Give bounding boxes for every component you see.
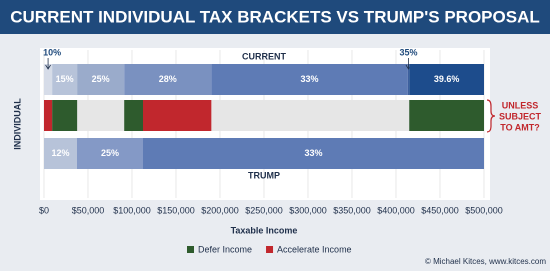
annotation-bracket bbox=[486, 99, 496, 133]
bar-segment bbox=[77, 64, 125, 95]
title-bar bbox=[0, 0, 550, 34]
x-tick-label: $400,000 bbox=[377, 205, 415, 215]
chart-title: CURRENT INDIVIDUAL TAX BRACKETS VS TRUMP… bbox=[10, 7, 540, 26]
x-tick-label: $350,000 bbox=[333, 205, 371, 215]
x-tick-label: $200,000 bbox=[201, 205, 239, 215]
annotation: UNLESS bbox=[502, 100, 539, 110]
x-tick-label: $450,000 bbox=[421, 205, 459, 215]
bar-segment bbox=[143, 100, 212, 131]
annotation: SUBJECT bbox=[499, 111, 542, 121]
bar-segment bbox=[77, 138, 143, 169]
x-tick-label: $150,000 bbox=[157, 205, 195, 215]
y-axis-label: INDIVIDUAL bbox=[12, 98, 22, 150]
x-tick-label: $300,000 bbox=[289, 205, 327, 215]
segment-label: 12% bbox=[51, 148, 69, 158]
bar-segment bbox=[407, 64, 410, 95]
x-axis-label: Taxable Income bbox=[231, 225, 298, 235]
segment-label: 28% bbox=[159, 74, 177, 84]
x-tick-label: $100,000 bbox=[113, 205, 151, 215]
credit: © Michael Kitces, www.kitces.com bbox=[425, 257, 546, 266]
legend-label: Defer Income bbox=[198, 244, 252, 254]
callout-label: 35% bbox=[399, 47, 417, 57]
bar-segment bbox=[143, 138, 484, 169]
legend-swatch bbox=[266, 246, 274, 253]
segment-label: 39.6% bbox=[434, 74, 460, 84]
x-tick-label: $500,000 bbox=[465, 205, 503, 215]
x-tick-label: $50,000 bbox=[72, 205, 105, 215]
x-tick-label: $250,000 bbox=[245, 205, 283, 215]
bar-segment bbox=[44, 138, 77, 169]
legend-label: Accelerate Income bbox=[277, 244, 352, 254]
bar-segment bbox=[44, 64, 53, 95]
row-label: TRUMP bbox=[248, 170, 280, 180]
bar-segment bbox=[211, 64, 408, 95]
segment-label: 25% bbox=[101, 148, 119, 158]
callout-arrowhead bbox=[45, 64, 51, 70]
bar-segment bbox=[52, 100, 78, 131]
callout-label: 10% bbox=[43, 47, 61, 57]
bar-segment bbox=[124, 100, 143, 131]
segment-label: 33% bbox=[304, 148, 322, 158]
annotation: TO AMT? bbox=[500, 122, 540, 132]
segment-label: 33% bbox=[301, 74, 319, 84]
row-label: CURRENT bbox=[242, 51, 287, 61]
segment-label: 15% bbox=[56, 74, 74, 84]
x-tick-label: $0 bbox=[39, 205, 49, 215]
legend-swatch bbox=[187, 246, 194, 253]
bar-segment bbox=[124, 64, 212, 95]
bar-segment bbox=[44, 100, 53, 131]
bar-segment bbox=[52, 64, 78, 95]
segment-label: 25% bbox=[92, 74, 110, 84]
bar-segment bbox=[409, 100, 484, 131]
bar-segment bbox=[409, 64, 484, 95]
